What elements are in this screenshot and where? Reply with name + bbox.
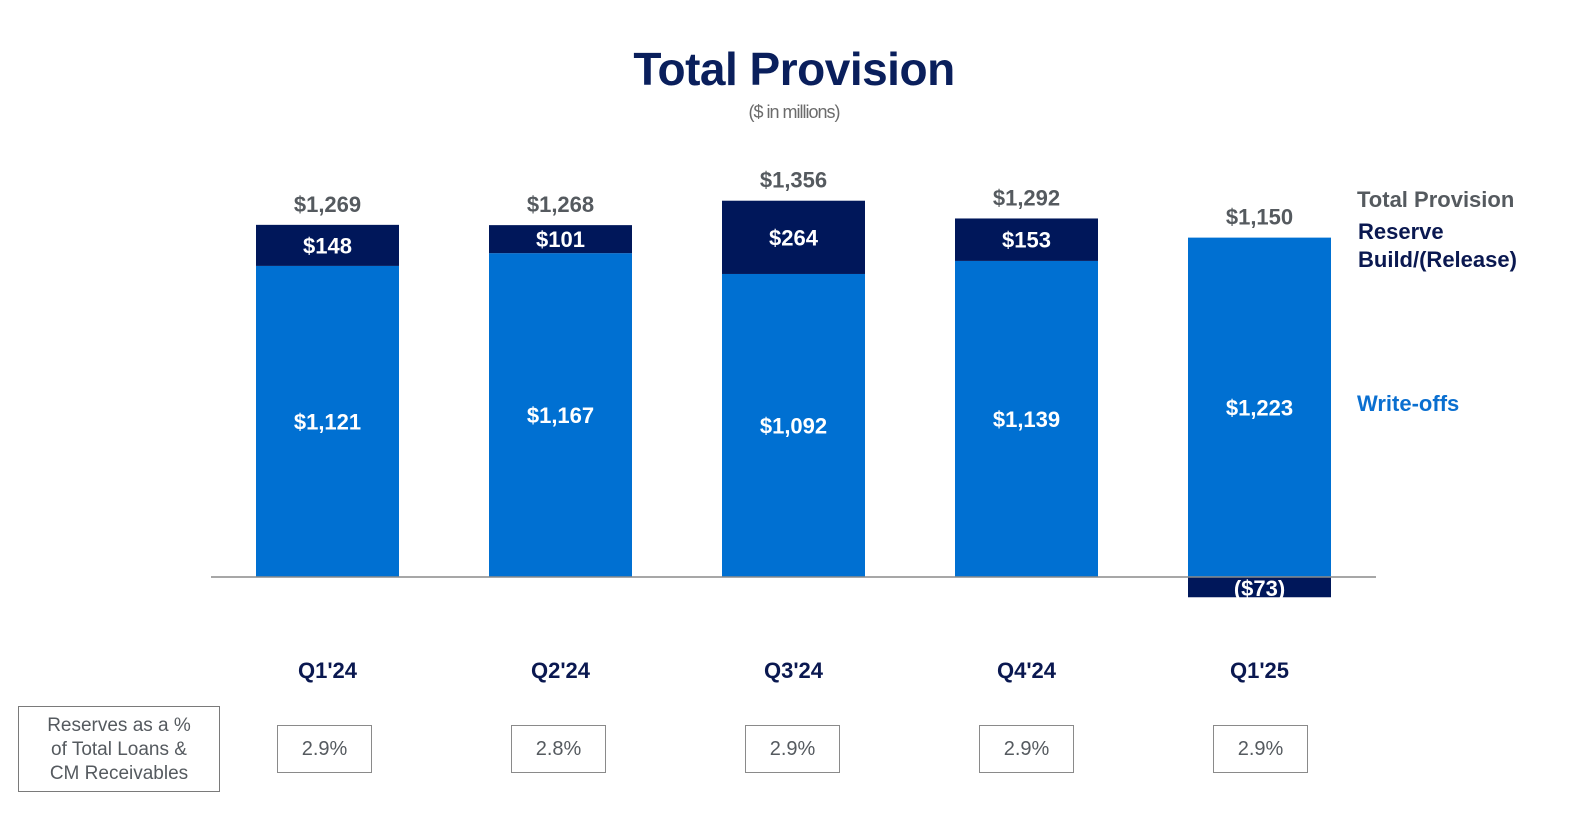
- label-reserve: $101: [536, 227, 585, 252]
- legend-reserve-line1: Reserve: [1358, 219, 1444, 244]
- bar-write-offs: [1188, 237, 1331, 577]
- label-write-offs: $1,139: [993, 407, 1060, 432]
- legend-total-provision: Total Provision: [1357, 187, 1515, 212]
- label-write-offs: $1,167: [527, 403, 594, 428]
- label-write-offs: $1,092: [760, 413, 827, 438]
- x-tick-label: Q3'24: [764, 658, 824, 683]
- chart-title: Total Provision: [633, 43, 955, 95]
- label-total-provision: $1,268: [527, 192, 594, 217]
- label-total-provision: $1,150: [1226, 205, 1293, 230]
- reserves-row-label: Reserves as a % of Total Loans & CM Rece…: [18, 706, 220, 792]
- bar-write-offs: [722, 273, 865, 577]
- reserves-label-line: CM Receivables: [49, 763, 189, 784]
- label-reserve: ($73): [1234, 576, 1285, 601]
- label-total-provision: $1,269: [294, 192, 361, 217]
- x-tick-label: Q1'24: [298, 658, 358, 683]
- x-tick-label: Q2'24: [531, 658, 591, 683]
- bar-reserve-negative: [1188, 577, 1331, 598]
- legend-reserve-line2: Build/(Release): [1358, 247, 1517, 272]
- bar-reserve: [489, 225, 632, 254]
- label-write-offs: $1,223: [1226, 395, 1293, 420]
- reserves-pct-q3-24: 2.9%: [745, 725, 840, 773]
- label-reserve: $264: [769, 225, 819, 250]
- legend-reserve-build-release: Reserve Build/(Release): [1358, 218, 1517, 274]
- label-reserve: $153: [1002, 228, 1051, 253]
- legend-write-offs: Write-offs: [1357, 391, 1460, 416]
- x-tick-label: Q1'25: [1230, 658, 1289, 683]
- label-total-provision: $1,356: [760, 168, 827, 193]
- chart-subtitle: ($ in millions): [748, 102, 840, 122]
- bar-write-offs: [489, 253, 632, 577]
- reserves-pct-q4-24: 2.9%: [979, 725, 1074, 773]
- reserves-label-line: Reserves as a %: [47, 715, 191, 736]
- reserves-pct-q1-25: 2.9%: [1213, 725, 1308, 773]
- reserves-pct-q2-24: 2.8%: [511, 725, 606, 773]
- bar-write-offs: [955, 260, 1098, 577]
- label-write-offs: $1,121: [294, 409, 361, 434]
- reserves-label-line: of Total Loans &: [51, 739, 187, 760]
- label-reserve: $148: [303, 233, 352, 258]
- label-total-provision: $1,292: [993, 185, 1060, 210]
- bar-reserve: [955, 218, 1098, 261]
- bar-reserve: [256, 224, 399, 266]
- bar-reserve: [722, 200, 865, 274]
- x-tick-label: Q4'24: [997, 658, 1057, 683]
- reserves-pct-q1-24: 2.9%: [277, 725, 372, 773]
- bar-write-offs: [256, 265, 399, 577]
